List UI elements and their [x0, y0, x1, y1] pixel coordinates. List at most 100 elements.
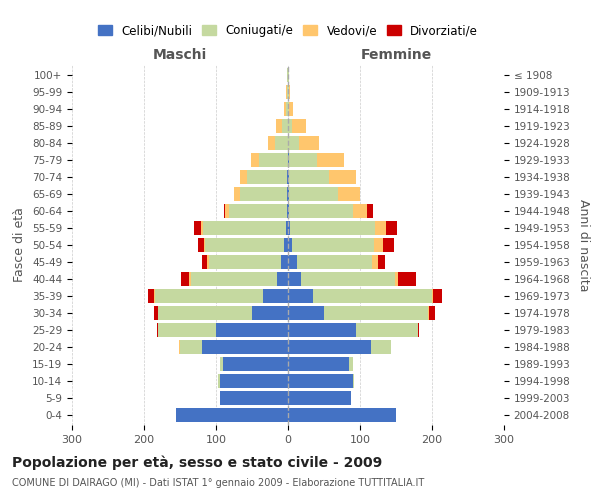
Bar [220, 391, 288, 405]
Bar [181, 272, 190, 286]
Bar [277, 119, 282, 133]
Bar [286, 221, 288, 235]
Bar [289, 204, 353, 218]
Bar [433, 289, 442, 303]
Bar [289, 170, 329, 184]
Bar [203, 221, 286, 235]
Bar [288, 68, 289, 82]
Bar [224, 204, 226, 218]
Bar [191, 272, 277, 286]
Bar [289, 187, 338, 201]
Bar [288, 136, 299, 150]
Bar [179, 340, 180, 354]
Bar [204, 238, 205, 252]
Bar [205, 238, 284, 252]
Bar [395, 272, 398, 286]
Bar [259, 153, 288, 167]
Bar [296, 255, 372, 269]
Bar [247, 170, 287, 184]
Bar [154, 289, 155, 303]
Bar [223, 357, 288, 371]
Bar [240, 187, 287, 201]
Bar [374, 238, 383, 252]
Bar [176, 408, 288, 422]
Bar [263, 289, 288, 303]
Bar [158, 306, 252, 320]
Bar [288, 272, 301, 286]
Bar [209, 255, 281, 269]
Bar [288, 119, 292, 133]
Bar [288, 221, 290, 235]
Bar [180, 340, 202, 354]
Y-axis label: Anni di nascita: Anni di nascita [577, 198, 590, 291]
Bar [292, 119, 306, 133]
Bar [286, 85, 287, 99]
Text: Femmine: Femmine [361, 48, 431, 62]
Bar [218, 374, 220, 388]
Bar [418, 323, 419, 337]
Bar [383, 238, 394, 252]
Bar [154, 306, 158, 320]
Bar [282, 119, 288, 133]
Bar [288, 357, 349, 371]
Bar [220, 374, 288, 388]
Bar [287, 170, 288, 184]
Bar [367, 204, 373, 218]
Bar [251, 153, 259, 167]
Bar [226, 204, 229, 218]
Bar [288, 306, 324, 320]
Bar [288, 102, 289, 116]
Bar [286, 102, 288, 116]
Bar [299, 136, 319, 150]
Bar [229, 204, 287, 218]
Bar [292, 238, 374, 252]
Bar [287, 68, 288, 82]
Bar [288, 289, 313, 303]
Bar [371, 340, 391, 354]
Bar [287, 85, 288, 99]
Bar [289, 85, 290, 99]
Bar [301, 272, 395, 286]
Bar [317, 153, 344, 167]
Bar [288, 204, 289, 218]
Y-axis label: Fasce di età: Fasce di età [13, 208, 26, 282]
Bar [202, 255, 208, 269]
Bar [287, 204, 288, 218]
Bar [375, 221, 386, 235]
Bar [353, 374, 354, 388]
Bar [288, 170, 289, 184]
Bar [289, 102, 293, 116]
Bar [275, 136, 288, 150]
Bar [287, 187, 288, 201]
Bar [198, 238, 204, 252]
Bar [356, 323, 418, 337]
Bar [378, 255, 385, 269]
Bar [288, 408, 396, 422]
Bar [313, 289, 432, 303]
Bar [288, 255, 296, 269]
Bar [155, 289, 263, 303]
Bar [372, 255, 378, 269]
Bar [288, 85, 289, 99]
Bar [353, 204, 367, 218]
Bar [429, 306, 435, 320]
Bar [288, 374, 353, 388]
Bar [428, 306, 429, 320]
Bar [240, 170, 247, 184]
Bar [277, 272, 288, 286]
Bar [158, 323, 216, 337]
Bar [284, 102, 286, 116]
Bar [386, 221, 397, 235]
Legend: Celibi/Nubili, Coniugati/e, Vedovi/e, Divorziati/e: Celibi/Nubili, Coniugati/e, Vedovi/e, Di… [94, 20, 482, 40]
Bar [349, 357, 353, 371]
Bar [148, 289, 154, 303]
Bar [288, 238, 292, 252]
Text: Maschi: Maschi [153, 48, 207, 62]
Bar [329, 170, 356, 184]
Bar [289, 153, 317, 167]
Bar [157, 323, 158, 337]
Bar [234, 187, 240, 201]
Bar [190, 272, 191, 286]
Text: Popolazione per età, sesso e stato civile - 2009: Popolazione per età, sesso e stato civil… [12, 455, 382, 469]
Bar [216, 323, 288, 337]
